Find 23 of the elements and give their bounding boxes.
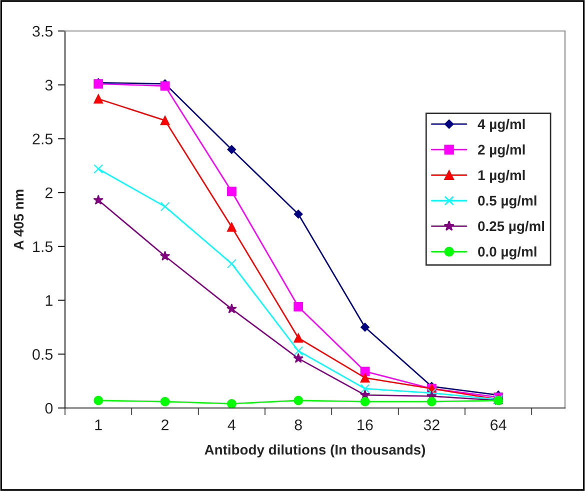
y-tick-label: 1: [46, 295, 52, 306]
x-tick-label: 2: [162, 420, 168, 430]
y-tick-label: 0.5: [32, 349, 53, 360]
y-axis-title: A 405 nm: [14, 190, 24, 250]
y-tick-label: 1.5: [33, 241, 53, 252]
x-tick-label: 1: [95, 420, 102, 430]
x-tick-label: 8: [294, 420, 302, 430]
x-tick-label: 4: [228, 420, 236, 430]
legend-label: 1 µg/ml: [478, 170, 525, 183]
x-tick-label: 32: [424, 420, 440, 430]
y-tick-label: 3.5: [32, 26, 53, 37]
legend-label: 0.0 µg/ml: [478, 246, 536, 260]
legend-label: 0.25 µg/ml: [478, 220, 544, 234]
y-tick-label: 3: [45, 80, 53, 91]
y-tick-label: 2: [45, 187, 52, 198]
y-tick-label: 0: [45, 402, 53, 414]
x-axis-title: Antibody dilutions (In thousands): [204, 444, 426, 458]
legend-label: 4 µg/ml: [478, 118, 525, 132]
x-tick-label: 64: [490, 420, 506, 430]
x-tick-label: 16: [358, 420, 373, 430]
legend-label: 0.5 µg/ml: [478, 195, 536, 208]
y-tick-label: 2.5: [32, 134, 53, 144]
legend-label: 2 µg/ml: [478, 144, 525, 158]
